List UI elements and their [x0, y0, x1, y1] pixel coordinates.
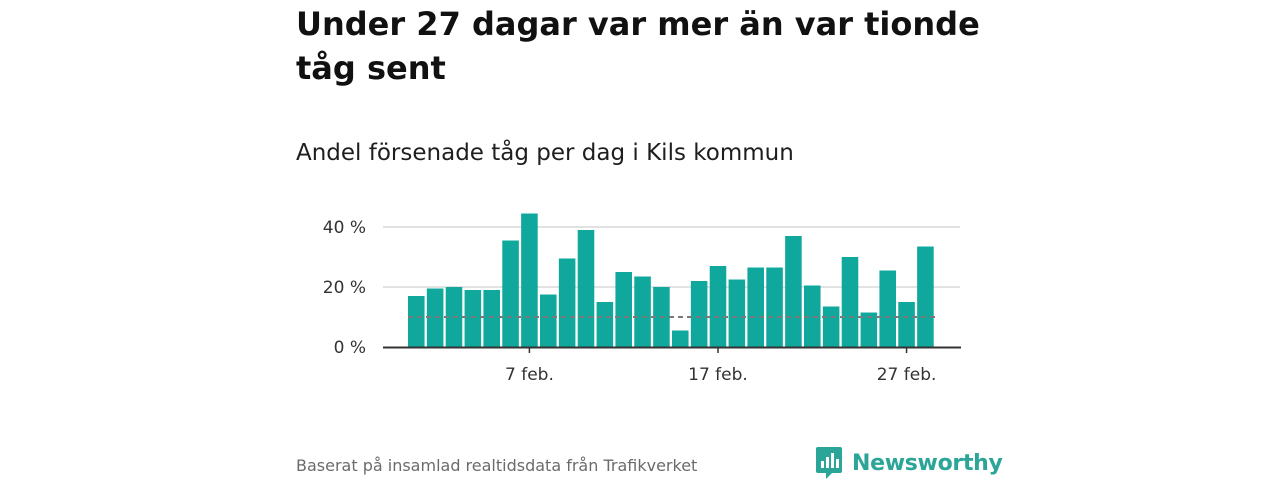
brand-logo: Newsworthy: [815, 446, 1003, 480]
bar: [690, 281, 708, 347]
newsworthy-logo-icon: [816, 447, 842, 479]
brand-name: Newsworthy: [852, 450, 1003, 476]
grid-lines: [383, 226, 960, 288]
bar: [841, 257, 859, 347]
bar: [408, 296, 425, 347]
bar: [634, 276, 651, 347]
x-tick-label: 27 feb.: [877, 365, 937, 385]
bar: [540, 294, 557, 347]
bar: [860, 312, 878, 347]
bar: [917, 246, 934, 347]
bar: [879, 270, 896, 347]
bar: [596, 302, 614, 347]
bar: [615, 272, 632, 347]
bar: [766, 267, 783, 347]
y-tick-label: 20 %: [323, 278, 366, 298]
headline: Under 27 dagar var mer än var tionde tåg…: [296, 5, 980, 87]
bar: [898, 302, 915, 347]
y-tick-label: 40 %: [323, 218, 366, 238]
bar: [822, 306, 840, 347]
bar: [502, 240, 519, 347]
x-tick-label: 17 feb.: [688, 365, 748, 385]
bar: [483, 290, 500, 347]
bar: [785, 236, 802, 347]
bar: [804, 285, 821, 347]
bar: [728, 279, 746, 347]
chart-subtitle: Andel försenade tåg per dag i Kils kommu…: [296, 140, 794, 166]
bar: [464, 290, 482, 347]
source-note: Baserat på insamlad realtidsdata från Tr…: [296, 456, 698, 475]
x-tick-label: 7 feb.: [505, 365, 554, 385]
y-tick-label: 0 %: [334, 338, 366, 358]
bar: [521, 213, 538, 347]
bar: [558, 258, 576, 347]
bar: [709, 266, 727, 347]
bars: [408, 213, 934, 347]
bar: [577, 230, 595, 347]
bar: [747, 267, 764, 347]
axes: 0 % 20 % 40 % 7 feb. 17 feb. 27 feb.: [323, 218, 961, 385]
bar: [672, 330, 689, 347]
